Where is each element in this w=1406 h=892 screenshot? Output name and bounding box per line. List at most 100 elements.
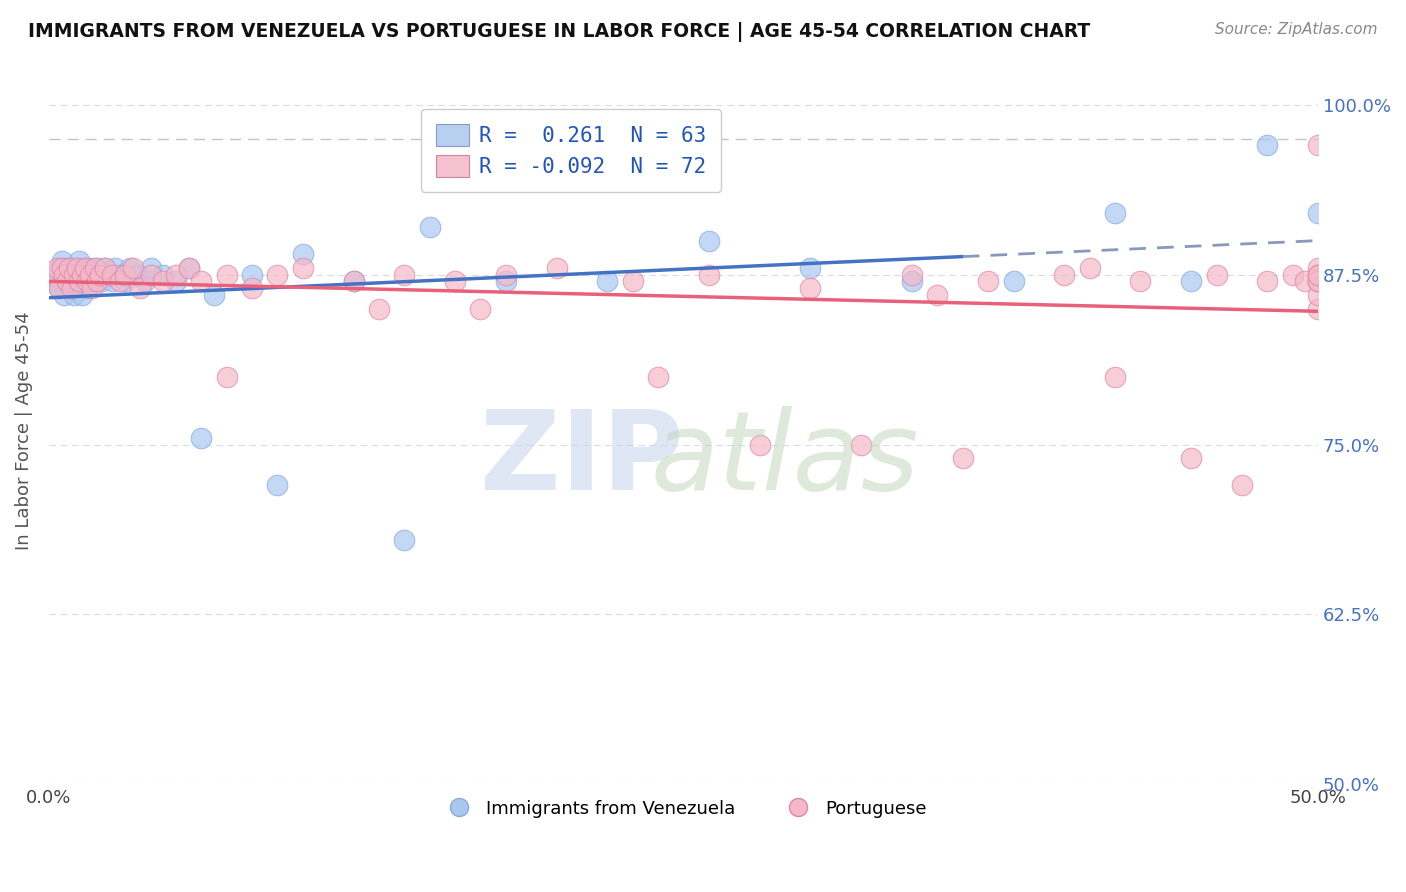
- Point: [120, 260, 142, 275]
- Point: [108, 268, 131, 282]
- Point: [1308, 268, 1330, 282]
- Point: [165, 268, 187, 282]
- Point: [1205, 268, 1227, 282]
- Point: [48, 281, 70, 295]
- Point: [67, 274, 90, 288]
- Text: ZIP: ZIP: [481, 406, 683, 513]
- Point: [53, 288, 76, 302]
- Point: [51, 254, 73, 268]
- Point: [86, 260, 108, 275]
- Point: [266, 478, 288, 492]
- Point: [1256, 274, 1278, 288]
- Text: IMMIGRANTS FROM VENEZUELA VS PORTUGUESE IN LABOR FORCE | AGE 45-54 CORRELATION C: IMMIGRANTS FROM VENEZUELA VS PORTUGUESE …: [28, 22, 1091, 42]
- Point: [79, 268, 101, 282]
- Point: [202, 288, 225, 302]
- Point: [66, 260, 89, 275]
- Point: [291, 260, 314, 275]
- Point: [240, 281, 263, 295]
- Point: [697, 268, 720, 282]
- Point: [215, 268, 238, 282]
- Point: [45, 268, 67, 282]
- Point: [67, 254, 90, 268]
- Point: [152, 268, 174, 282]
- Point: [1281, 268, 1303, 282]
- Point: [58, 268, 80, 282]
- Point: [101, 268, 124, 282]
- Point: [63, 268, 86, 282]
- Point: [697, 234, 720, 248]
- Point: [83, 260, 105, 275]
- Point: [495, 268, 517, 282]
- Point: [901, 268, 924, 282]
- Point: [1308, 274, 1330, 288]
- Point: [63, 268, 86, 282]
- Point: [53, 268, 76, 282]
- Point: [129, 281, 152, 295]
- Point: [621, 274, 644, 288]
- Point: [1104, 369, 1126, 384]
- Point: [70, 268, 93, 282]
- Point: [114, 268, 136, 282]
- Point: [42, 274, 65, 288]
- Point: [215, 369, 238, 384]
- Point: [1180, 451, 1202, 466]
- Point: [53, 268, 76, 282]
- Point: [86, 274, 108, 288]
- Point: [342, 274, 364, 288]
- Point: [114, 274, 136, 288]
- Point: [70, 288, 93, 302]
- Point: [1053, 268, 1076, 282]
- Point: [177, 260, 200, 275]
- Point: [977, 274, 1000, 288]
- Point: [647, 369, 669, 384]
- Point: [108, 274, 131, 288]
- Point: [73, 260, 96, 275]
- Point: [470, 301, 492, 316]
- Text: Source: ZipAtlas.com: Source: ZipAtlas.com: [1215, 22, 1378, 37]
- Point: [177, 260, 200, 275]
- Point: [51, 260, 73, 275]
- Point: [596, 274, 619, 288]
- Point: [419, 219, 441, 234]
- Point: [76, 268, 98, 282]
- Point: [1308, 138, 1330, 153]
- Point: [89, 268, 111, 282]
- Point: [82, 268, 104, 282]
- Y-axis label: In Labor Force | Age 45-54: In Labor Force | Age 45-54: [15, 311, 32, 550]
- Point: [1294, 274, 1316, 288]
- Point: [1078, 260, 1101, 275]
- Point: [60, 274, 83, 288]
- Point: [1308, 301, 1330, 316]
- Point: [91, 274, 114, 288]
- Point: [291, 247, 314, 261]
- Point: [101, 274, 124, 288]
- Point: [42, 268, 65, 282]
- Point: [55, 260, 77, 275]
- Point: [55, 274, 77, 288]
- Point: [48, 281, 70, 295]
- Point: [45, 260, 67, 275]
- Point: [60, 260, 83, 275]
- Point: [1308, 274, 1330, 288]
- Point: [63, 288, 86, 302]
- Point: [952, 451, 974, 466]
- Point: [495, 274, 517, 288]
- Point: [58, 281, 80, 295]
- Point: [927, 288, 949, 302]
- Point: [58, 260, 80, 275]
- Point: [1308, 268, 1330, 282]
- Point: [266, 268, 288, 282]
- Point: [1308, 268, 1330, 282]
- Point: [73, 274, 96, 288]
- Point: [60, 281, 83, 295]
- Point: [546, 260, 568, 275]
- Point: [190, 431, 212, 445]
- Point: [96, 268, 118, 282]
- Point: [76, 281, 98, 295]
- Point: [165, 274, 187, 288]
- Point: [342, 274, 364, 288]
- Point: [444, 274, 467, 288]
- Point: [1256, 138, 1278, 153]
- Point: [799, 260, 821, 275]
- Point: [70, 268, 93, 282]
